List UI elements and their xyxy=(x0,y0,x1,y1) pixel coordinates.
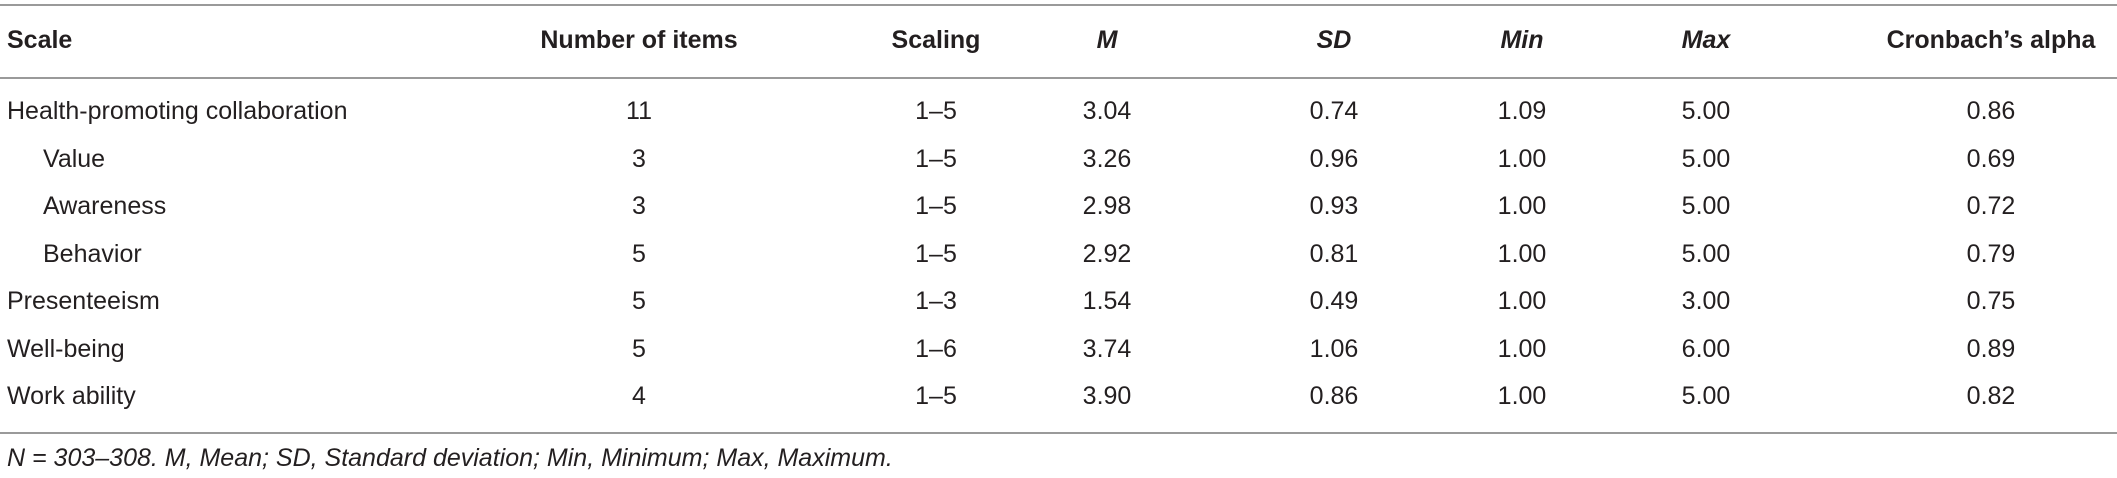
row-label: Well-being xyxy=(7,334,125,363)
table-cell: 1.54 xyxy=(1082,287,1132,315)
table-cell: 1.00 xyxy=(1497,192,1547,220)
table-cell: 0.82 xyxy=(1966,382,2016,410)
table-cell: 4 xyxy=(632,382,646,410)
header-cell: M xyxy=(1096,26,1118,54)
table-cell: 3.90 xyxy=(1082,382,1132,410)
table-cell: 1.00 xyxy=(1497,239,1547,268)
table-cell: 1–5 xyxy=(915,144,957,173)
header-rule xyxy=(0,77,2117,79)
table-cell: 1–5 xyxy=(915,97,957,125)
row-label: Health-promoting collaboration xyxy=(7,97,348,125)
table-cell: 1–5 xyxy=(915,382,957,410)
table-cell: 1–5 xyxy=(915,192,957,220)
table-cell: 1.09 xyxy=(1497,97,1547,125)
table-cell: 1–5 xyxy=(915,239,957,268)
table-cell: 0.96 xyxy=(1309,144,1359,173)
table-cell: 0.86 xyxy=(1309,382,1359,410)
table-cell: 1–3 xyxy=(915,287,957,315)
table-cell: 3 xyxy=(632,144,646,173)
table-cell: 11 xyxy=(626,97,652,125)
table-cell: 2.92 xyxy=(1082,239,1132,268)
table-cell: 3.26 xyxy=(1082,144,1132,173)
table-cell: 0.79 xyxy=(1966,239,2016,268)
row-label: Work ability xyxy=(7,382,136,410)
header-cell: Scale xyxy=(7,26,73,54)
table-cell: 1.00 xyxy=(1497,334,1547,363)
table-cell: 3.74 xyxy=(1082,334,1132,363)
row-label: Behavior xyxy=(43,239,142,268)
table-cell: 0.93 xyxy=(1309,192,1359,220)
header-cell: Number of items xyxy=(540,26,738,54)
table-cell: 0.86 xyxy=(1966,97,2016,125)
top-rule xyxy=(0,4,2117,6)
table-cell: 5 xyxy=(632,287,646,315)
table-cell: 5.00 xyxy=(1681,382,1731,410)
table-cell: 5.00 xyxy=(1681,144,1731,173)
table-cell: 3.00 xyxy=(1681,287,1731,315)
table-cell: 0.72 xyxy=(1966,192,2016,220)
table-cell: 5 xyxy=(632,239,646,268)
table-cell: 5.00 xyxy=(1681,239,1731,268)
row-label: Awareness xyxy=(43,192,167,220)
table-cell: 0.81 xyxy=(1309,239,1359,268)
table-cell: 0.69 xyxy=(1966,144,2016,173)
table-cell: 1.00 xyxy=(1497,382,1547,410)
header-cell: Min xyxy=(1500,26,1544,54)
header-cell: SD xyxy=(1316,26,1352,54)
table-cell: 0.89 xyxy=(1966,334,2016,363)
table-cell: 1.00 xyxy=(1497,287,1547,315)
header-cell: Scaling xyxy=(891,26,981,54)
table-cell: 0.74 xyxy=(1309,97,1359,125)
row-label: Value xyxy=(43,144,106,173)
table-cell: 2.98 xyxy=(1082,192,1132,220)
row-label: Presenteeism xyxy=(7,287,160,315)
table-cell: 1.00 xyxy=(1497,144,1547,173)
table-cell: 0.75 xyxy=(1966,287,2016,315)
header-cell: Max xyxy=(1681,26,1731,54)
footnote: N = 303–308. M, Mean; SD, Standard devia… xyxy=(7,444,893,472)
table-cell: 5 xyxy=(632,334,646,363)
table-cell: 5.00 xyxy=(1681,192,1731,220)
table-cell: 3.04 xyxy=(1082,97,1132,125)
header-cell: Cronbach’s alpha xyxy=(1886,26,2096,54)
bottom-rule xyxy=(0,432,2117,434)
table-cell: 6.00 xyxy=(1681,334,1731,363)
table-cell: 1.06 xyxy=(1309,334,1359,363)
table-cell: 5.00 xyxy=(1681,97,1731,125)
table-cell: 3 xyxy=(632,192,646,220)
table-cell: 1–6 xyxy=(915,334,957,363)
table-cell: 0.49 xyxy=(1309,287,1359,315)
